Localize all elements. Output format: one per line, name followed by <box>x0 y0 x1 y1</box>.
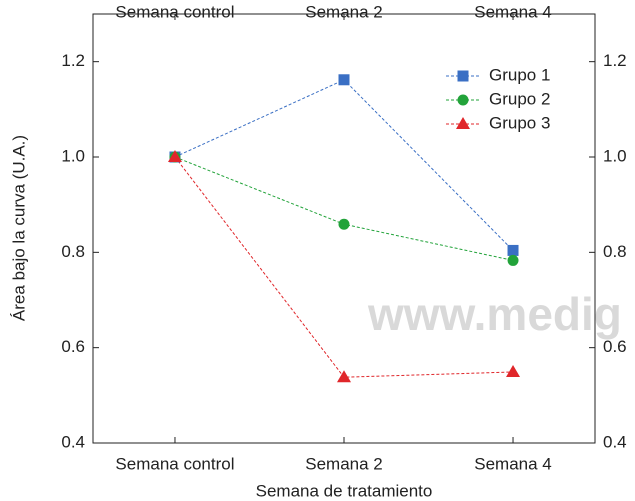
data-point <box>338 218 350 230</box>
legend-label: Grupo 1 <box>489 65 550 84</box>
x2-tick-label: Semana 2 <box>305 2 383 21</box>
x-tick-label: Semana 4 <box>474 454 552 473</box>
data-point <box>507 244 519 256</box>
watermark: www.medig <box>367 288 622 340</box>
y-tick-label: 1.0 <box>61 146 85 165</box>
y-tick-label: 0.8 <box>61 242 85 261</box>
y-tick-label: 0.6 <box>61 337 85 356</box>
x-tick-label: Semana 2 <box>305 454 383 473</box>
x-axis-label: Semana de tratamiento <box>256 481 433 500</box>
legend-label: Grupo 3 <box>489 113 550 132</box>
data-point <box>506 364 521 377</box>
y-tick-label: 0.4 <box>61 432 85 451</box>
x2-tick-label: Semana control <box>115 2 234 21</box>
legend-marker <box>456 117 470 129</box>
y2-tick-label: 0.4 <box>603 432 627 451</box>
data-point <box>167 150 182 162</box>
y2-tick-label: 1.2 <box>603 51 627 70</box>
data-point <box>337 370 351 383</box>
data-point <box>338 74 350 86</box>
y-axis-label: Área bajo la curva (U.A.) <box>9 135 28 321</box>
series-line <box>174 156 514 378</box>
x-tick-label: Semana control <box>115 454 234 473</box>
legend-label: Grupo 2 <box>489 89 550 108</box>
legend-marker <box>457 70 469 82</box>
y2-tick-label: 1.0 <box>603 146 627 165</box>
data-point <box>507 254 519 266</box>
series-line <box>174 156 514 261</box>
legend-marker <box>457 94 469 106</box>
y-tick-label: 1.2 <box>61 51 85 70</box>
x2-tick-label: Semana 4 <box>474 2 552 21</box>
y2-tick-label: 0.8 <box>603 242 627 261</box>
y2-tick-label: 0.6 <box>603 337 627 356</box>
